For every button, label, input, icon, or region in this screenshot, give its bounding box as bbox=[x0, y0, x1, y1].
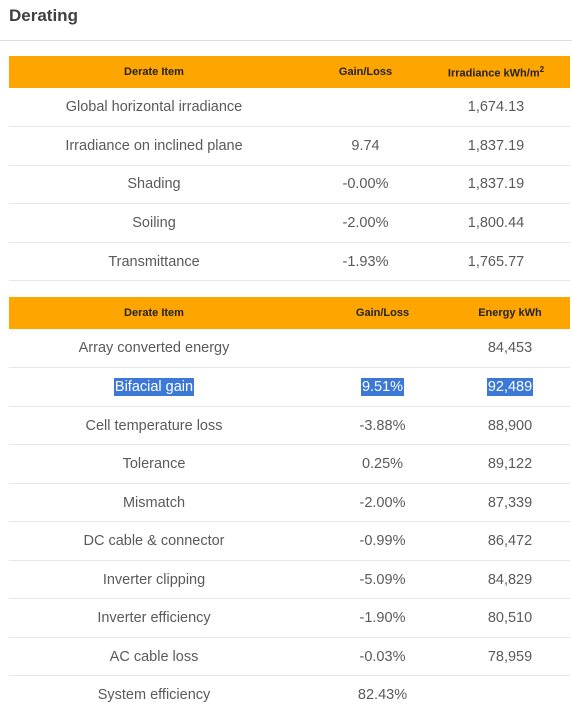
page-title: Derating bbox=[9, 6, 78, 25]
row-item: Inverter efficiency bbox=[9, 598, 299, 638]
header-derate-item: Derate Item bbox=[124, 307, 184, 320]
table-row: Mismatch -2.00% 87,339 bbox=[9, 483, 570, 523]
row-item: DC cable & connector bbox=[9, 521, 299, 561]
header-derate-item: Derate Item bbox=[124, 66, 184, 78]
page-header: Derating bbox=[0, 0, 572, 41]
table-row: Array converted energy 84,453 bbox=[9, 329, 570, 369]
row-gain: -0.03% bbox=[299, 637, 422, 677]
row-gain: -2.00% bbox=[299, 203, 422, 243]
row-gain-selected-text[interactable]: 9.51% bbox=[360, 378, 405, 397]
irradiance-table-container: Derate Item Gain/Loss Irradiance kWh/m2 … bbox=[9, 56, 570, 282]
row-item: Transmittance bbox=[9, 242, 299, 282]
row-item: Tolerance bbox=[9, 444, 299, 484]
row-item: Global horizontal irradiance bbox=[9, 88, 299, 128]
table-row: Inverter clipping -5.09% 84,829 bbox=[9, 560, 570, 600]
row-value: 1,674.13 bbox=[422, 88, 570, 128]
table-row: Irradiance on inclined plane 9.74 1,837.… bbox=[9, 126, 570, 166]
row-value: 1,765.77 bbox=[422, 242, 570, 282]
row-value: 80,510 bbox=[422, 598, 570, 638]
row-item: AC cable loss bbox=[9, 637, 299, 677]
table-row: Cell temperature loss -3.88% 88,900 bbox=[9, 406, 570, 446]
row-gain: -2.00% bbox=[299, 483, 422, 523]
row-item: Array converted energy bbox=[9, 329, 299, 369]
row-gain: 0.25% bbox=[299, 444, 422, 484]
row-item: System efficiency bbox=[97, 687, 211, 704]
table-row: Soiling -2.00% 1,800.44 bbox=[9, 203, 570, 243]
row-value-selected-text[interactable]: 92,489 bbox=[486, 378, 534, 397]
row-value: 1,837.19 bbox=[422, 165, 570, 205]
header-gain-loss: Gain/Loss bbox=[355, 307, 410, 320]
row-value: 86,472 bbox=[422, 521, 570, 561]
row-gain bbox=[299, 329, 422, 369]
row-item: Shading bbox=[9, 165, 299, 205]
row-gain: -5.09% bbox=[299, 560, 422, 600]
row-value: 78,959 bbox=[422, 637, 570, 677]
irradiance-table-header: Derate Item Gain/Loss Irradiance kWh/m2 bbox=[9, 56, 570, 88]
row-item: Soiling bbox=[9, 203, 299, 243]
row-value: 87,339 bbox=[422, 483, 570, 523]
table-row: AC cable loss -0.03% 78,959 bbox=[9, 637, 570, 677]
row-gain bbox=[299, 88, 422, 128]
row-gain: 9.74 bbox=[299, 126, 422, 166]
table-row: Global horizontal irradiance 1,674.13 bbox=[9, 88, 570, 128]
row-value bbox=[422, 676, 570, 713]
energy-table-container: Derate Item Gain/Loss Energy kWh Array c… bbox=[9, 297, 570, 713]
row-gain: -0.99% bbox=[299, 521, 422, 561]
row-value: 89,122 bbox=[422, 444, 570, 484]
row-value-cell: 92,489 bbox=[422, 367, 570, 407]
row-gain-cell: 9.51% bbox=[299, 367, 422, 407]
table-row: Tolerance 0.25% 89,122 bbox=[9, 444, 570, 484]
table-row: DC cable & connector -0.99% 86,472 bbox=[9, 521, 570, 561]
row-gain: -0.00% bbox=[299, 165, 422, 205]
row-value: 1,837.19 bbox=[422, 126, 570, 166]
header-irradiance-superscript: 2 bbox=[539, 64, 545, 74]
table-row: Inverter efficiency -1.90% 80,510 bbox=[9, 598, 570, 638]
row-value: 88,900 bbox=[422, 406, 570, 446]
table-row: Shading -0.00% 1,837.19 bbox=[9, 165, 570, 205]
energy-table: Derate Item Gain/Loss Energy kWh Array c… bbox=[9, 297, 570, 713]
row-gain: -1.90% bbox=[299, 598, 422, 638]
table-row: System efficiency 82.43% bbox=[9, 676, 570, 713]
row-item: Cell temperature loss bbox=[9, 406, 299, 446]
energy-table-header: Derate Item Gain/Loss Energy kWh bbox=[9, 297, 570, 330]
row-item: Irradiance on inclined plane bbox=[9, 126, 299, 166]
row-value: 84,829 bbox=[422, 560, 570, 600]
irradiance-table: Derate Item Gain/Loss Irradiance kWh/m2 … bbox=[9, 56, 570, 282]
row-item-cell: Bifacial gain bbox=[9, 367, 299, 407]
header-irradiance: Irradiance kWh/m2 bbox=[422, 56, 570, 88]
row-gain: -1.93% bbox=[299, 242, 422, 282]
row-item: Mismatch bbox=[9, 483, 299, 523]
header-irradiance-label: Irradiance kWh/m bbox=[447, 67, 540, 80]
row-gain: -3.88% bbox=[299, 406, 422, 446]
row-value: 1,800.44 bbox=[422, 203, 570, 243]
row-gain: 82.43% bbox=[357, 687, 408, 704]
row-value: 84,453 bbox=[422, 329, 570, 369]
row-item-selected-text[interactable]: Bifacial gain bbox=[113, 378, 195, 397]
header-gain-loss: Gain/Loss bbox=[338, 66, 393, 78]
table-row: Transmittance -1.93% 1,765.77 bbox=[9, 242, 570, 282]
header-energy: Energy kWh bbox=[478, 307, 542, 320]
row-item: Inverter clipping bbox=[9, 560, 299, 600]
table-row-selected: Bifacial gain 9.51% 92,489 bbox=[9, 367, 570, 407]
